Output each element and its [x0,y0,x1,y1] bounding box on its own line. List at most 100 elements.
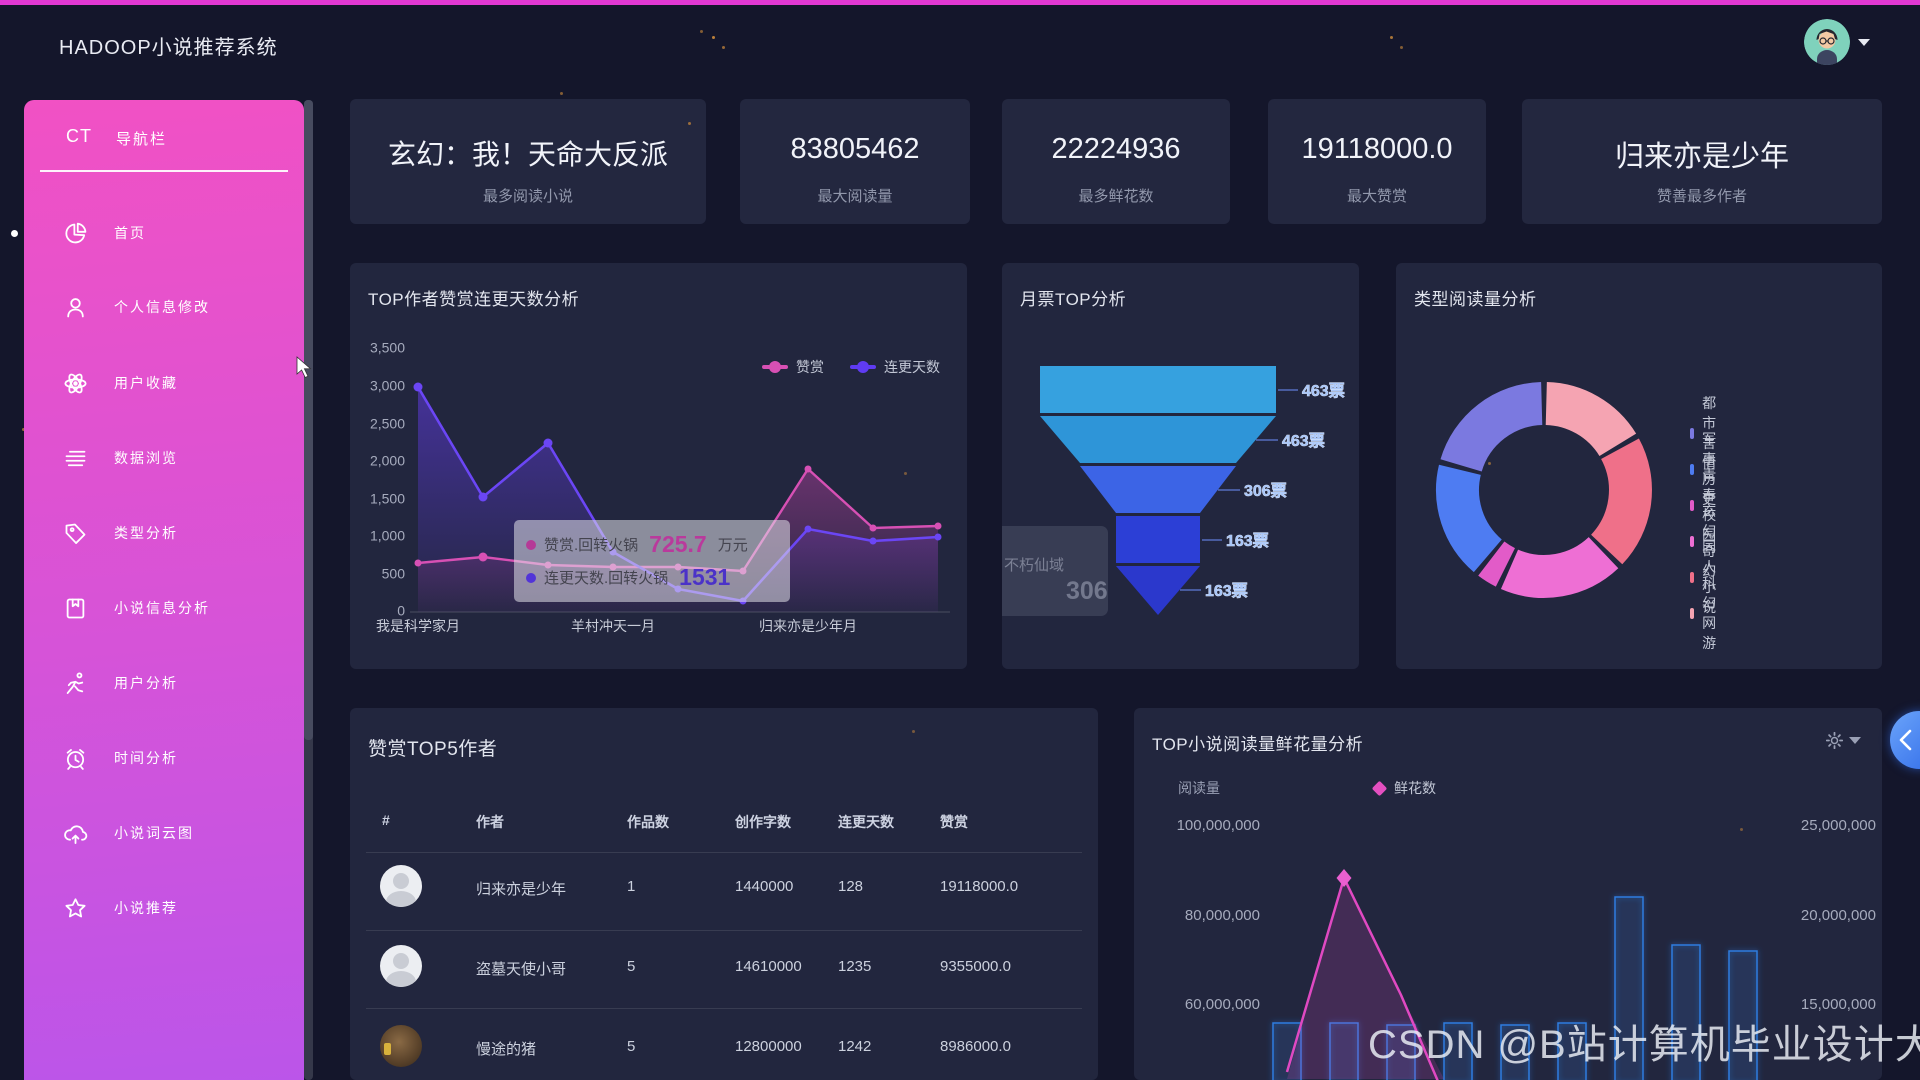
funnel-segment[interactable] [1040,416,1276,463]
table-divider [366,1008,1082,1009]
legend-item[interactable]: 科幻网游 [1690,573,1723,653]
donut-segment-military[interactable] [1436,464,1503,573]
sidebar-item-label: 首页 [114,225,146,241]
legend-label: 都市言情 [1702,395,1717,471]
collapse-panel-button[interactable] [1890,711,1920,769]
x-label: 归来亦是少年月 [759,618,857,634]
funnel-segment[interactable] [1116,516,1200,563]
legend-label: 同人小说 [1702,539,1717,615]
tooltip-name: 不朽仙域 [1004,557,1064,574]
author-avatar [380,865,422,907]
panel-title: TOP作者赞赏连更天数分析 [368,290,580,309]
sidebar-scrollbar-thumb[interactable] [304,100,313,740]
sidebar-item-time-analysis[interactable]: 时间分析 [24,734,304,782]
legend-item-days[interactable]: 连更天数 [850,357,940,377]
y-tick: 0 [397,603,405,619]
tag-icon [62,520,89,547]
tooltip-dot-icon [526,539,536,550]
legend-label: 青春校园 [1702,467,1717,543]
legend-item-flowers[interactable]: 鲜花数 [1371,778,1436,798]
stat-value: 玄幻：我！天命大反派 [387,139,668,170]
stat-card-most-flowers: 22224936 最多鲜花数 [1002,99,1230,224]
funnel-leader-lines [1180,389,1298,591]
sidebar-brand: CT [66,126,92,146]
x-label: 我是科学家月 [376,618,460,634]
sidebar-item-label: 数据浏览 [114,450,178,466]
avatar-illustration [1804,19,1850,65]
tooltip-value: 1531 [679,564,731,590]
chart-settings[interactable] [1826,732,1861,749]
funnel-label: 163票 [1205,582,1248,600]
donut-segment-fantasy[interactable] [1500,536,1619,598]
col-header-reward: 赞赏 [940,814,968,830]
donut-segment-fanfic[interactable] [1590,438,1652,565]
line-chart-legend: 赞赏 连更天数 [762,357,940,377]
user-avatar[interactable] [1804,19,1850,65]
stat-label: 赞善最多作者 [1656,188,1747,205]
legend-label: 赞赏 [796,359,824,375]
funnel-segment[interactable] [1116,566,1200,615]
sidebar-item-home[interactable]: 首页 [11,209,304,257]
legend-label: 鲜花数 [1394,780,1436,796]
legend-label: 军事历史 [1702,431,1717,507]
col-header-words: 创作字数 [735,814,791,830]
stat-card-max-reads: 83805462 最大阅读量 [740,99,970,224]
bar-chart-panel: TOP小说阅读量鲜花量分析 阅读量 鲜花数 100,000,000 80,000… [1134,708,1882,1080]
sidebar-item-novel-info[interactable]: 小说信息分析 [24,584,304,632]
tooltip-dot-icon [526,572,536,583]
donut-segment-urban[interactable] [1440,382,1544,473]
author-table-panel: 赞赏TOP5作者 # 作者 作品数 创作字数 连更天数 赞赏 归来亦是少年 1 … [350,708,1098,1080]
stat-label: 最大阅读量 [817,188,893,205]
cell-works: 5 [627,1038,636,1055]
y-tick: 2,000 [370,453,405,469]
funnel-label: 463票 [1302,382,1345,400]
sidebar-item-user-analysis[interactable]: 用户分析 [24,659,304,707]
sidebar-item-label: 小说推荐 [114,900,178,916]
sidebar: CT 导航栏 首页 个人信息修改 用户收藏 数据浏览 类型分析 小说信息分析 用… [11,100,304,1080]
user-icon [62,294,89,321]
list-icon [62,445,89,472]
donut-segment-campus[interactable] [1478,541,1516,587]
avatar-dropdown-caret-icon[interactable] [1858,39,1870,46]
y-tick: 3,500 [370,340,405,356]
sidebar-item-wordcloud[interactable]: 小说词云图 [24,809,304,857]
stat-value: 19118000.0 [1301,133,1453,165]
donut-segment-scifi[interactable] [1544,382,1637,457]
sidebar-item-favorites[interactable]: 用户收藏 [24,359,304,407]
legend-item-reward[interactable]: 赞赏 [762,357,824,377]
cell-author: 慢途的猪 [476,1041,537,1058]
funnel-segment[interactable] [1080,466,1236,513]
bar-chart-svg: 100,000,000 80,000,000 60,000,000 25,000… [1177,817,1876,1080]
sidebar-item-recommend[interactable]: 小说推荐 [24,884,304,932]
funnel-label: 163票 [1226,532,1269,550]
stat-label: 最多阅读小说 [482,188,573,205]
y-tick: 3,000 [370,378,405,394]
legend-item[interactable]: 都市言情 [1690,393,1723,473]
runner-icon [62,670,89,697]
funnel-segment[interactable] [1040,366,1276,413]
right-tick: 15,000,000 [1801,996,1876,1013]
author-avatar-cat [380,1025,422,1067]
legend-item[interactable]: 军事历史 [1690,429,1723,509]
legend-item[interactable]: 青春校园 [1690,465,1723,545]
sidebar-item-profile[interactable]: 个人信息修改 [24,283,304,331]
flowers-peak-diamond [1336,869,1352,887]
sidebar-item-data-browse[interactable]: 数据浏览 [24,434,304,482]
legend-square-icon [1690,463,1695,475]
line-chart-tooltip: 赞赏.回转火锅 725.7 万元 连更天数.回转火锅 1531 [514,520,790,602]
sidebar-item-type-analysis[interactable]: 类型分析 [24,509,304,557]
top-accent-bar [0,0,1920,5]
legend-item[interactable]: 同人小说 [1690,537,1723,617]
funnel-label: 306票 [1244,482,1287,500]
cell-author: 归来亦是少年 [476,881,567,898]
legend-item[interactable]: 玄幻奇幻 [1690,501,1723,581]
panel-title: 类型阅读量分析 [1414,290,1537,309]
panel-title: 赞赏TOP5作者 [368,739,498,760]
left-tick: 60,000,000 [1185,996,1260,1013]
stat-value: 归来亦是少年 [1614,141,1789,173]
legend-square-icon [1690,499,1695,511]
alarm-clock-icon [62,745,89,772]
stat-label: 最大赞赏 [1346,188,1407,205]
stat-card-max-reward: 19118000.0 最大赞赏 [1268,99,1486,224]
cell-works: 5 [627,958,636,975]
